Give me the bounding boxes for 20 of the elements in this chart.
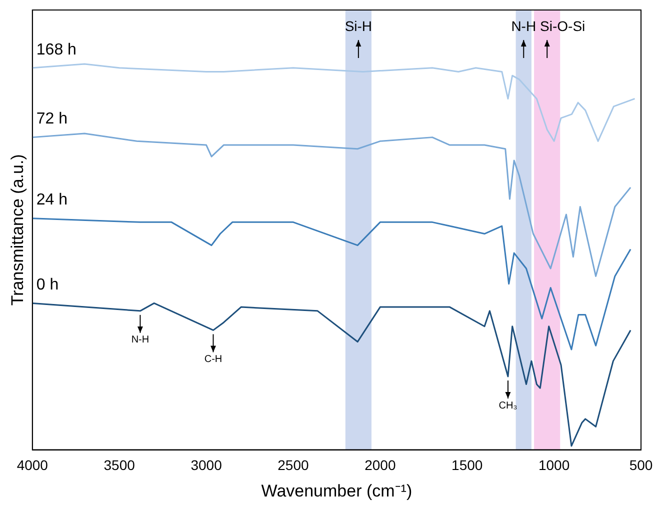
- series-label: 168 h: [36, 41, 76, 58]
- series-label: 24 h: [36, 192, 68, 209]
- x-tick-label: 1000: [538, 457, 570, 474]
- y-axis-title: Transmittance (a.u.): [8, 154, 27, 306]
- series-label: 72 h: [36, 110, 68, 128]
- x-tick-label: 2500: [278, 457, 310, 474]
- x-axis-title: Wavenumber (cm⁻¹): [261, 481, 412, 500]
- band-label: Si-O-Si: [540, 18, 586, 34]
- x-tick-label: 2000: [364, 457, 396, 474]
- x-tick-label: 500: [629, 457, 653, 474]
- x-tick-label: 3500: [104, 457, 136, 474]
- series-label: 0 h: [36, 276, 59, 294]
- band-label: Si-H: [344, 18, 372, 34]
- annotation: C-H: [204, 354, 222, 365]
- band-label: N-H: [511, 18, 536, 34]
- annotation: CH₃: [498, 400, 518, 412]
- annotation: N-H: [131, 334, 150, 346]
- x-tick-label: 4000: [16, 457, 48, 474]
- x-tick-label: 3000: [190, 457, 222, 474]
- x-tick-label: 1500: [452, 457, 483, 474]
